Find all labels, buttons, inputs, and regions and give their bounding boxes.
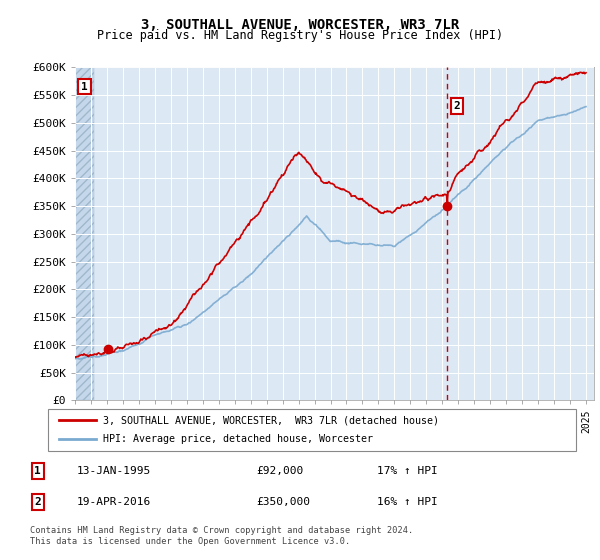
Text: Price paid vs. HM Land Registry's House Price Index (HPI): Price paid vs. HM Land Registry's House … <box>97 29 503 42</box>
Text: 1: 1 <box>81 82 88 92</box>
Text: HPI: Average price, detached house, Worcester: HPI: Average price, detached house, Worc… <box>103 435 373 445</box>
Text: 16% ↑ HPI: 16% ↑ HPI <box>377 497 438 507</box>
Text: 19-APR-2016: 19-APR-2016 <box>76 497 151 507</box>
Text: £92,000: £92,000 <box>256 466 303 476</box>
Text: £350,000: £350,000 <box>256 497 310 507</box>
Text: 3, SOUTHALL AVENUE, WORCESTER, WR3 7LR: 3, SOUTHALL AVENUE, WORCESTER, WR3 7LR <box>141 18 459 32</box>
Text: 2: 2 <box>34 497 41 507</box>
Text: 2: 2 <box>453 101 460 111</box>
FancyBboxPatch shape <box>48 409 576 451</box>
Text: 1: 1 <box>34 466 41 476</box>
Text: 13-JAN-1995: 13-JAN-1995 <box>76 466 151 476</box>
Text: 17% ↑ HPI: 17% ↑ HPI <box>377 466 438 476</box>
Text: Contains HM Land Registry data © Crown copyright and database right 2024.
This d: Contains HM Land Registry data © Crown c… <box>30 526 413 546</box>
Text: 3, SOUTHALL AVENUE, WORCESTER,  WR3 7LR (detached house): 3, SOUTHALL AVENUE, WORCESTER, WR3 7LR (… <box>103 415 439 425</box>
Bar <box>75 67 94 400</box>
